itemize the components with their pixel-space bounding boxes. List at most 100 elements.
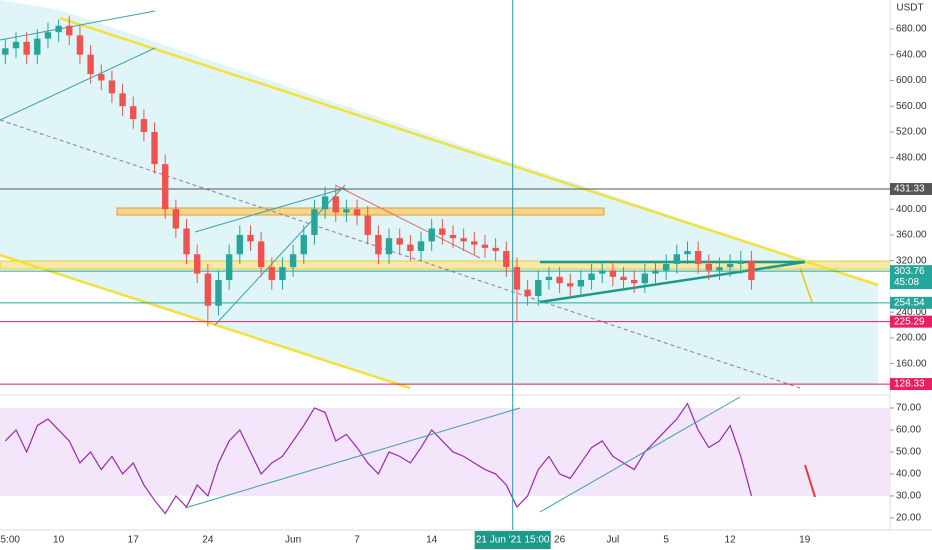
x-tick-label: 17 xyxy=(128,535,140,546)
candle-body xyxy=(662,263,670,271)
y-tick-label: 200.00 xyxy=(896,333,927,344)
candle-body xyxy=(321,196,329,210)
candle-body xyxy=(407,244,414,252)
candle-body xyxy=(2,48,9,55)
price-level-tag xyxy=(890,378,932,391)
candle-body xyxy=(503,251,510,268)
y-tick-label: 360.00 xyxy=(896,230,927,241)
candle-body xyxy=(183,228,190,255)
candle-body xyxy=(726,263,734,268)
candle-body xyxy=(204,273,212,306)
triangle-lower xyxy=(539,260,806,304)
candle-body xyxy=(428,228,435,242)
candle-body xyxy=(332,196,339,213)
candle-body xyxy=(588,273,595,280)
price-level-label: 254.54 xyxy=(894,297,925,308)
candle-body xyxy=(151,131,158,165)
candle-body xyxy=(225,254,233,280)
candle-body xyxy=(748,260,755,280)
rsi-tick-label: 50.00 xyxy=(896,447,921,458)
y-tick-label: 600.00 xyxy=(896,75,927,86)
candle-body xyxy=(396,238,403,245)
candle-body xyxy=(460,238,467,242)
candle-body xyxy=(87,54,94,75)
candle-body xyxy=(140,119,148,132)
candle-body xyxy=(449,234,457,239)
candle-body xyxy=(55,25,62,33)
candle-body xyxy=(247,234,254,242)
y-tick-label: 680.00 xyxy=(896,24,927,35)
rsi-tick-label: 70.00 xyxy=(896,403,921,414)
x-tick-label: 26 xyxy=(554,535,566,546)
candle-body xyxy=(705,263,712,271)
candle-body xyxy=(279,267,286,280)
candle-body xyxy=(172,209,180,229)
y-tick-label: 240.00 xyxy=(896,307,927,318)
candle-body xyxy=(268,267,275,280)
candle-body xyxy=(236,234,244,255)
candle-body xyxy=(34,38,41,55)
rsi-line xyxy=(4,402,753,515)
resistance-zone xyxy=(116,207,605,216)
projection-arrow xyxy=(799,267,813,303)
candle-body xyxy=(609,270,617,277)
rsi-tick-label: 60.00 xyxy=(896,425,921,436)
candle-body xyxy=(215,280,222,306)
x-tick-label: 19 xyxy=(799,535,811,546)
trend-line xyxy=(0,10,156,41)
candle-body xyxy=(599,270,606,274)
y-tick-label: 560.00 xyxy=(896,101,927,112)
x-tick-label: 12 xyxy=(725,535,737,546)
candle-body xyxy=(684,251,691,255)
candle-body xyxy=(694,251,702,264)
x-tick-label: 24 xyxy=(202,535,214,546)
candle-body xyxy=(23,41,30,55)
candle-body xyxy=(577,280,585,287)
price-level-tag xyxy=(890,315,932,328)
candle-body xyxy=(76,35,84,55)
candle-body xyxy=(620,276,627,280)
rsi-band xyxy=(0,407,890,496)
trend-line xyxy=(0,47,156,121)
candle-body xyxy=(545,276,553,280)
candle-body xyxy=(385,238,393,255)
x-tick-label: Jul xyxy=(606,535,619,546)
crosshair-label: 21 Jun '21 15:00 xyxy=(476,535,550,546)
candle-body xyxy=(119,93,126,107)
candle-body xyxy=(630,280,638,284)
candle-body xyxy=(471,241,478,245)
candle-body xyxy=(162,164,169,210)
candle-body xyxy=(108,80,116,94)
channel-upper xyxy=(59,16,879,287)
candle-body xyxy=(417,241,425,252)
price-level-label: 303.76 xyxy=(894,266,925,277)
price-level-tag xyxy=(890,265,932,290)
x-tick-label: 5 xyxy=(663,535,669,546)
candle-body xyxy=(737,260,744,264)
y-tick-label: 480.00 xyxy=(896,152,927,163)
candle-body xyxy=(716,267,723,271)
y-tick-label: 640.00 xyxy=(896,49,927,60)
y-tick-label: 320.00 xyxy=(896,255,927,266)
candle-body xyxy=(439,228,446,235)
rsi-trend-line xyxy=(184,407,521,509)
y-tick-label: 400.00 xyxy=(896,204,927,215)
price-level-tag xyxy=(890,296,932,309)
candle-body xyxy=(343,209,350,213)
price-level-sublabel: 45:08 xyxy=(894,277,919,288)
candle-body xyxy=(673,254,681,264)
candle-body xyxy=(257,241,265,268)
candle-body xyxy=(641,273,649,284)
x-tick-label: 15:00 xyxy=(0,535,20,546)
candle-body xyxy=(481,244,489,248)
candle-body xyxy=(44,32,52,39)
candle-body xyxy=(289,254,297,268)
x-tick-label: Jun xyxy=(285,535,301,546)
candle-body xyxy=(364,215,371,235)
rsi-trend-line xyxy=(539,396,741,513)
rsi-arrow xyxy=(804,464,816,498)
candle-body xyxy=(524,289,531,297)
rsi-tick-label: 20.00 xyxy=(896,513,921,524)
rsi-tick-label: 30.00 xyxy=(896,491,921,502)
